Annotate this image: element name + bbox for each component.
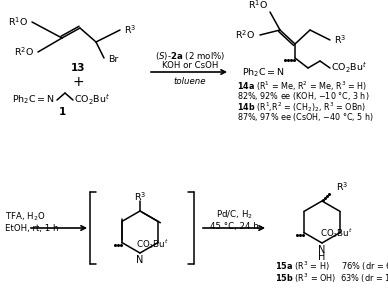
Text: R$^3$: R$^3$ (124, 24, 136, 36)
Text: $\mathbf{15a}$ (R$^3$ = H)     76% (dr = 6:1): $\mathbf{15a}$ (R$^3$ = H) 76% (dr = 6:1… (275, 259, 388, 273)
Text: 1: 1 (58, 107, 66, 117)
Text: Ph$_2$C$=$N: Ph$_2$C$=$N (12, 94, 55, 106)
Text: $\mathbf{15b}$ (R$^3$ = OH)  63% (dr = 10:1): $\mathbf{15b}$ (R$^3$ = OH) 63% (dr = 10… (275, 271, 388, 285)
Text: Pd/C, H$_2$: Pd/C, H$_2$ (215, 209, 253, 221)
Text: R$^3$: R$^3$ (336, 181, 348, 193)
Text: KOH or CsOH: KOH or CsOH (162, 62, 218, 71)
Text: H: H (318, 252, 326, 262)
Text: CO$_2$Bu$^t$: CO$_2$Bu$^t$ (136, 237, 169, 251)
Text: +: + (72, 75, 84, 89)
Text: 13: 13 (71, 63, 85, 73)
Text: N: N (318, 245, 326, 255)
Text: CO$_2$Bu$^t$: CO$_2$Bu$^t$ (320, 227, 353, 241)
Text: $\mathbf{14b}$ (R$^1$,R$^2$ = (CH$_2$)$_2$, R$^3$ = OBn): $\mathbf{14b}$ (R$^1$,R$^2$ = (CH$_2$)$_… (237, 100, 366, 114)
Text: 45 °C, 24 h: 45 °C, 24 h (210, 221, 258, 230)
Text: CO$_2$Bu$^t$: CO$_2$Bu$^t$ (331, 61, 367, 75)
Text: Br: Br (108, 55, 118, 63)
Text: R$^1$O: R$^1$O (8, 16, 28, 28)
Text: 87%, 97% ee (CsOH, $-$40 °C, 5 h): 87%, 97% ee (CsOH, $-$40 °C, 5 h) (237, 111, 374, 123)
Text: $\mathbf{14a}$ (R$^1$ = Me, R$^2$ = Me, R$^3$ = H): $\mathbf{14a}$ (R$^1$ = Me, R$^2$ = Me, … (237, 79, 367, 93)
Text: TFA, H$_2$O: TFA, H$_2$O (5, 211, 45, 223)
Text: CO$_2$Bu$^t$: CO$_2$Bu$^t$ (74, 93, 110, 107)
Text: N: N (136, 255, 144, 265)
Text: R$^3$: R$^3$ (134, 191, 146, 203)
Text: R$^3$: R$^3$ (334, 34, 346, 46)
Text: R$^2$O: R$^2$O (235, 29, 255, 41)
Text: Ph$_2$C$=$N: Ph$_2$C$=$N (242, 67, 285, 79)
Text: EtOH, rt, 1 h: EtOH, rt, 1 h (5, 224, 59, 233)
Text: R$^1$O: R$^1$O (248, 0, 268, 11)
Text: toluene: toluene (174, 76, 206, 86)
Text: 82%, 92% ee (KOH, $-$10 °C, 3 h): 82%, 92% ee (KOH, $-$10 °C, 3 h) (237, 90, 369, 102)
Text: ($S$)-$\mathbf{2a}$ (2 mol%): ($S$)-$\mathbf{2a}$ (2 mol%) (155, 50, 225, 62)
Text: R$^2$O: R$^2$O (14, 46, 34, 58)
